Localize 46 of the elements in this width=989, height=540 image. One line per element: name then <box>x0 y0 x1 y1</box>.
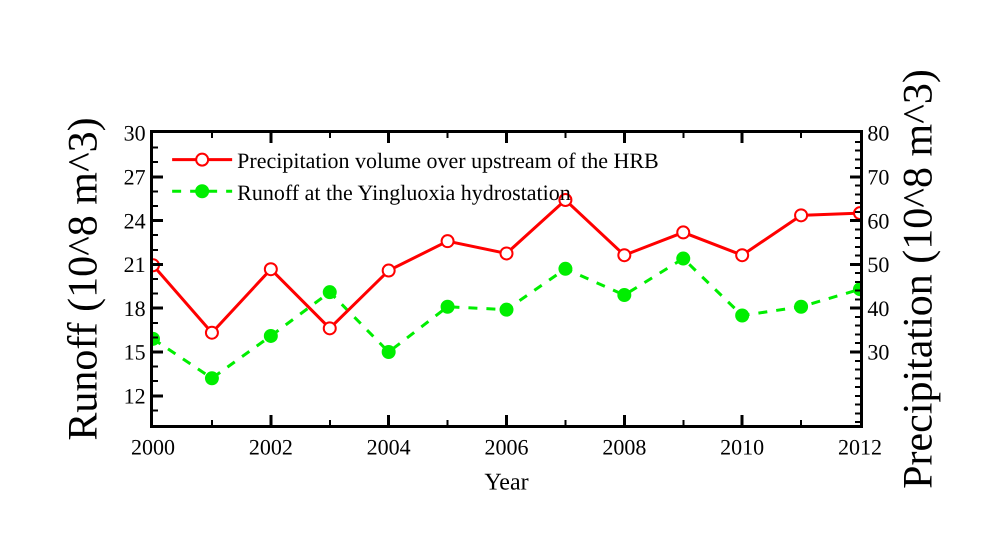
x-tick-label: 2012 <box>838 434 882 460</box>
x-tick-label: 2010 <box>720 434 764 460</box>
point <box>500 302 514 317</box>
y-tick-label: 30 <box>124 120 146 146</box>
point <box>735 248 750 262</box>
y2-tick-label: 70 <box>867 164 890 190</box>
y-tick-label: 18 <box>124 296 146 321</box>
y-tick-label: 12 <box>124 384 146 408</box>
point <box>794 208 808 222</box>
point <box>794 300 808 314</box>
y-tick-label: 24 <box>124 208 146 234</box>
point <box>264 328 278 343</box>
legend-label: Runoff at the Yingluoxia hydrostation <box>237 180 571 205</box>
point <box>735 308 750 322</box>
x-tick-label: 2000 <box>131 434 175 460</box>
point <box>676 252 690 266</box>
point <box>204 326 219 340</box>
x-tick-label: 2004 <box>366 434 411 460</box>
legend-label: Precipitation volume over upstream of the HRB <box>237 148 659 174</box>
point <box>204 371 219 386</box>
point <box>322 321 337 336</box>
y-tick-label: 21 <box>124 252 146 278</box>
point <box>264 262 278 276</box>
y-tick-label: 27 <box>124 164 146 190</box>
y2-tick-label: 40 <box>867 296 890 321</box>
y2-tick-label: 60 <box>867 208 890 234</box>
y-tick-label: 15 <box>124 340 146 365</box>
y-axis-title: Runoff (10^8 m^3) <box>60 117 106 441</box>
point <box>558 262 572 276</box>
point <box>676 225 690 240</box>
point <box>617 288 632 302</box>
y2-tick-label: 30 <box>867 340 890 365</box>
point <box>382 345 396 359</box>
x-axis-title: Year <box>484 470 529 496</box>
y2-axis-title: Precipitation (10^8 m^3) <box>895 69 942 489</box>
point <box>440 300 455 314</box>
y2-tick-label: 50 <box>867 252 890 278</box>
point <box>382 264 396 278</box>
point <box>617 248 632 262</box>
x-tick-label: 2006 <box>484 434 528 460</box>
point <box>500 246 514 260</box>
x-tick-label: 2008 <box>602 434 646 460</box>
point <box>322 285 337 300</box>
point <box>440 234 455 248</box>
y2-tick-label: 80 <box>867 120 890 146</box>
x-tick-label: 2002 <box>248 434 293 460</box>
